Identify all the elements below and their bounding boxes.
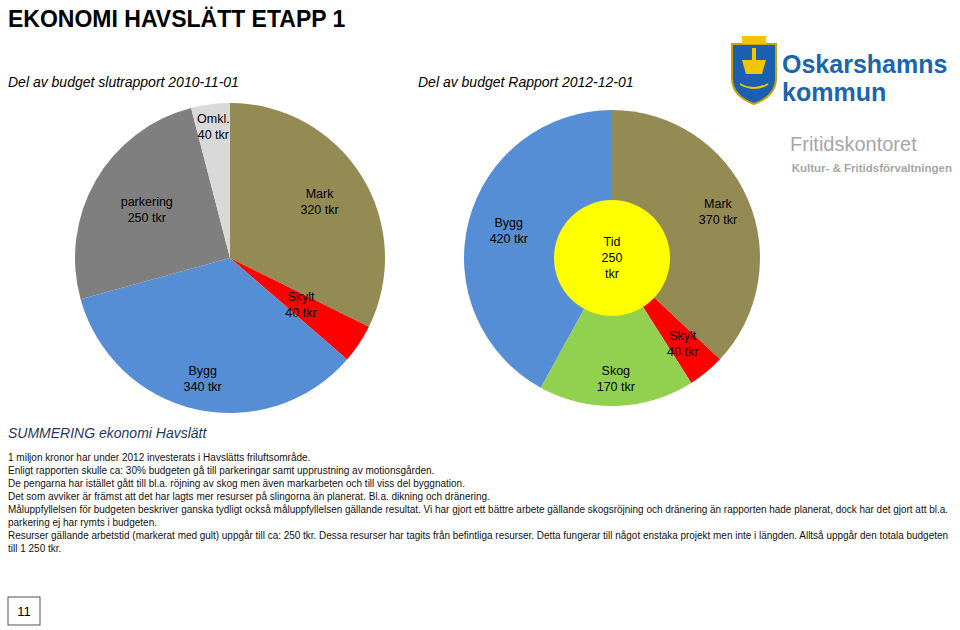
slice-labels: Mark 370 tkr Skylt 40 tkr Skog 170 tkr Bygg 420…	[490, 197, 737, 394]
crest-ship	[742, 60, 766, 74]
overlay-circle	[554, 200, 670, 316]
slice-category: Mark	[704, 197, 733, 211]
background	[0, 0, 960, 630]
slice-category: Bygg	[188, 364, 217, 378]
slice-label: Mark 370 tkr	[699, 197, 737, 227]
slices	[464, 110, 760, 406]
crest-crown	[742, 36, 766, 44]
summary-line: Det som avviker är främst att det har la…	[8, 491, 490, 502]
crest-mast	[752, 48, 756, 62]
page: { "header": {"title": "EKONOMI HAVSLÄTT …	[0, 0, 960, 630]
slice-value: 40 tkr	[667, 345, 698, 359]
slide-title: EKONOMI HAVSLÄTT ETAPP 1	[8, 6, 346, 32]
summary-line: 1 miljon kronor har under 2012 investera…	[8, 452, 310, 463]
summary-line: parkering ej har rymts i budgeten.	[8, 517, 157, 528]
logo-crest	[732, 36, 776, 104]
slice-value: 340 tkr	[184, 380, 222, 394]
slice-label: Skog 170 tkr	[597, 364, 635, 394]
slice-value: 40 tkr	[198, 128, 229, 142]
slice-value: 370 tkr	[699, 213, 737, 227]
logo-name: Oskarshamns	[782, 50, 947, 78]
slice-category: parkering	[121, 195, 173, 209]
slice-category: Skylt	[287, 290, 315, 304]
slice-category: Skog	[602, 364, 631, 378]
summary-line: Resurser gällande arbetstid (markerat me…	[8, 530, 948, 541]
summary-line: Enligt rapporten skulle ca: 30% budgeten…	[8, 465, 434, 476]
pie-chart: Del av budget slutrapport 2010-11-01 Mark…	[8, 74, 385, 413]
department-subtitle: Kultur- & Fritidsförvaltningen	[792, 162, 952, 174]
slice-label: Bygg 340 tkr	[184, 364, 222, 394]
summary-line: till 1 250 tkr.	[8, 543, 61, 554]
crest-shield	[732, 44, 776, 104]
summary-title: SUMMERING ekonomi Havslätt	[8, 425, 207, 441]
slice-category: Omkl.	[197, 112, 230, 126]
logo-name: kommun	[782, 78, 886, 106]
pie-chart: Del av budget Rapport 2012-12-01 Mark 370 …	[418, 74, 760, 406]
pie-slice	[75, 108, 230, 299]
summary-line: Måluppfyllelsen för budgeten beskriver g…	[8, 504, 948, 515]
slice-label: Omkl. 40 tkr	[197, 112, 230, 142]
overlay-text: tkr	[605, 267, 619, 281]
slice-category: Mark	[306, 187, 335, 201]
slide: EKONOMI HAVSLÄTT ETAPP 1 Oskarshamnskommu…	[0, 0, 960, 630]
slice-category: Bygg	[495, 216, 524, 230]
page-number-box	[8, 597, 40, 625]
pie-slice	[191, 103, 230, 258]
slice-value: 170 tkr	[597, 380, 635, 394]
slice-label: Bygg 420 tkr	[490, 216, 528, 246]
slice-label: Skylt 40 tkr	[285, 290, 316, 320]
department-title: Fritidskontoret	[790, 133, 917, 155]
slice-label: parkering 250 tkr	[121, 195, 173, 225]
summary-line: De pengarna har istället gått till bl.a.…	[8, 478, 465, 489]
slice-value: 40 tkr	[285, 306, 316, 320]
slice-value: 250 tkr	[128, 211, 166, 225]
slice-label: Skylt 40 tkr	[667, 329, 698, 359]
slice-label: Mark 320 tkr	[300, 187, 338, 217]
chart-title: Del av budget slutrapport 2010-11-01	[8, 74, 239, 90]
chart-title: Del av budget Rapport 2012-12-01	[418, 74, 634, 90]
overlay-label: Tid 250 tkr	[602, 235, 623, 281]
slices	[75, 103, 385, 413]
crest-wave	[740, 84, 768, 88]
slice-value: 420 tkr	[490, 232, 528, 246]
slice-value: 320 tkr	[300, 203, 338, 217]
slice-labels: Mark 320 tkr Skylt 40 tkr Bygg 340 tkr parkeri…	[121, 112, 339, 394]
overlay-text: 250	[602, 251, 623, 265]
slice-category: Skylt	[669, 329, 697, 343]
page-number: 11	[17, 604, 31, 619]
overlay-text: Tid	[604, 235, 621, 249]
